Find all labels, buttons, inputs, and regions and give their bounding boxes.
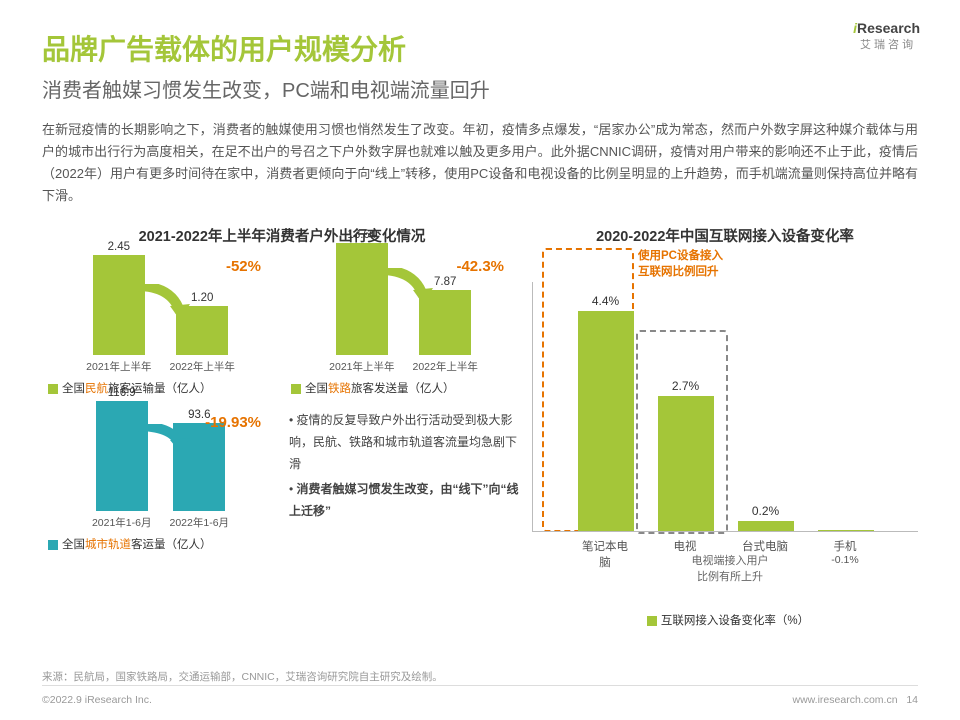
page-subtitle: 消费者触媒习惯发生改变，PC端和电视端流量回升 — [42, 74, 918, 103]
legend-rail: 全国铁路旅客发送量（亿人） — [285, 380, 522, 396]
logo: iResearch 艾 瑞 咨 询 — [853, 20, 920, 52]
callout-pc-text: 使用PC设备接入互联网比例回升 — [638, 248, 723, 280]
chart-rail: -42.3% 13.642021年上半年 7.872022年上半年 全国铁路旅客… — [285, 254, 522, 396]
source-text: 来源：民航局，国家铁路局，交通运输部，CNNIC，艾瑞咨询研究院自主研究及绘制。 — [42, 669, 443, 684]
pct-metro: -19.93% — [205, 414, 261, 431]
legend-metro: 全国城市轨道客运量（亿人） — [42, 536, 279, 552]
chart-devices: 2020-2022年中国互联网接入设备变化率 使用PC设备接入互联网比例回升 4… — [532, 225, 918, 628]
arrow-down-icon — [132, 424, 192, 454]
legend-aviation: 全国民航旅客运输量（亿人） — [42, 380, 279, 396]
page-footer: ©2022.9 iResearch Inc. www.iresearch.com… — [42, 685, 918, 706]
bullet-list: • 疫情的反复导致户外出行活动受到极大影响，民航、铁路和城市轨道客流量均急剧下滑… — [285, 410, 522, 522]
arrow-down-icon — [375, 268, 435, 306]
pct-rail: -42.3% — [456, 258, 504, 275]
chart-aviation: -52% 2.452021年上半年 1.202022年上半年 全国民航旅客运输量… — [42, 254, 279, 396]
chart-metro: -19.93% 116.92021年1-6月 93.62022年1-6月 全国城… — [42, 410, 279, 552]
page-title: 品牌广告载体的用户规模分析 — [42, 28, 918, 68]
pct-aviation: -52% — [226, 258, 261, 275]
legend-devices: 互联网接入设备变化率（%） — [532, 612, 918, 628]
arrow-down-icon — [132, 284, 192, 322]
callout-tv-text: 电视端接入用户比例有所上升 — [680, 554, 780, 585]
body-paragraph: 在新冠疫情的长期影响之下，消费者的触媒使用习惯也悄然发生了改变。年初，疫情多点爆… — [42, 119, 918, 207]
